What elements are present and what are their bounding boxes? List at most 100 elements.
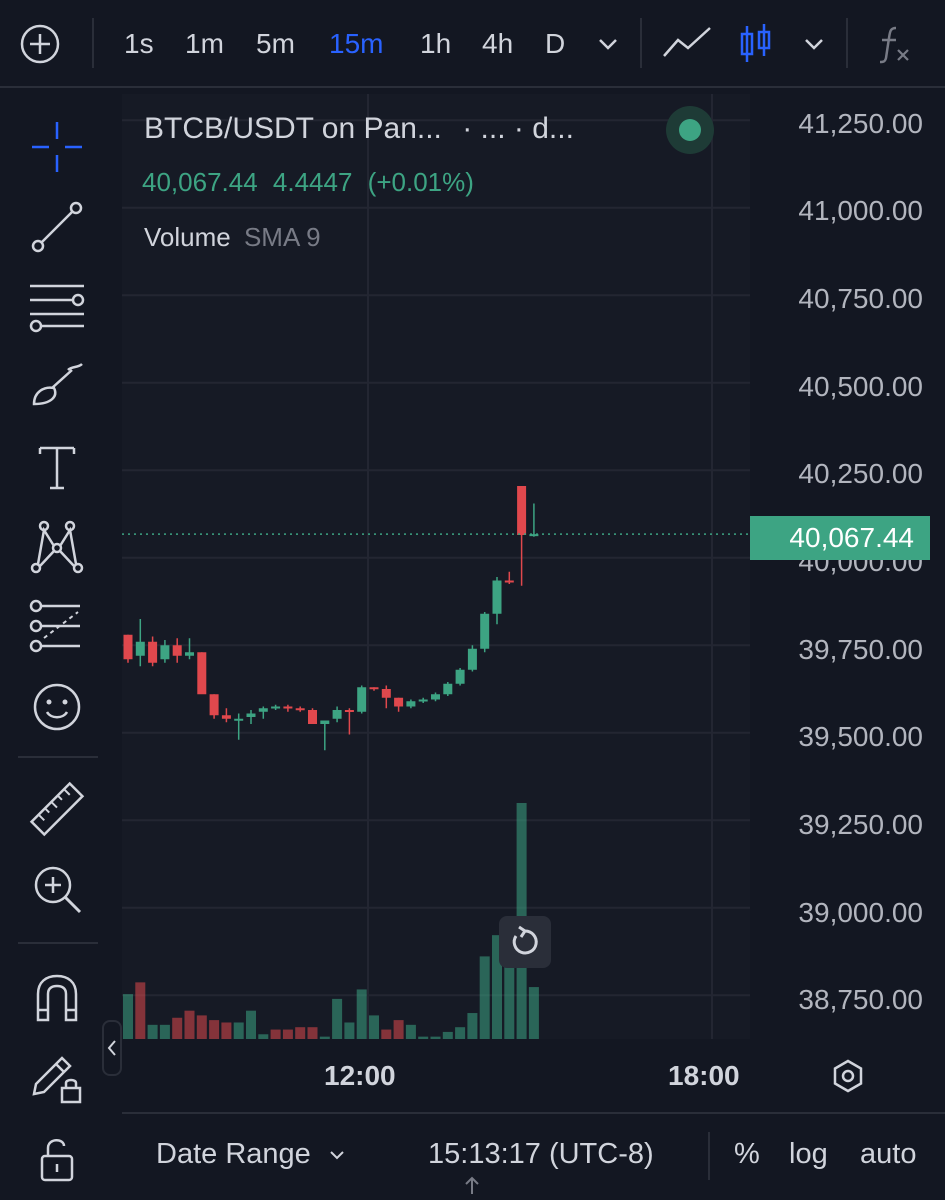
indicators-fx-icon[interactable] [872,22,916,66]
volume-bar [442,1031,453,1039]
candle-body [135,641,145,656]
candle-body [197,652,207,695]
candle-body [209,694,219,716]
candle-body [148,641,158,663]
interval-d[interactable]: D [545,28,566,59]
forecast-tool-icon[interactable] [28,598,86,656]
candle-body [443,683,453,695]
add-symbol-icon[interactable] [18,22,62,66]
magnet-icon[interactable] [28,968,86,1026]
time-tick: 12:00 [324,1060,396,1091]
volume-bar [209,1020,220,1039]
interval-4h[interactable]: 4h [482,28,514,59]
date-range-button[interactable]: Date Range [156,1138,347,1171]
zoom-in-icon[interactable] [28,860,86,918]
price-tick: 40,250.00 [798,458,923,489]
bottom-toolbar: Date Range 15:13:17 (UTC-8) % log auto [122,1112,945,1200]
ohlc-values: 40,067.44 4.4447 (+0.01%) [142,167,482,198]
candle-body [431,694,440,700]
time-tick: 18:00 [668,1060,740,1091]
volume-bar [246,1010,256,1039]
unlock-icon[interactable] [28,1130,86,1188]
fib-retracement-icon[interactable] [28,278,86,336]
timezone-clock[interactable]: 15:13:17 (UTC-8) [428,1138,654,1170]
trend-line-icon[interactable] [28,198,86,256]
toolbar-collapse-handle[interactable] [102,1020,122,1076]
change-value: 4.4447 [272,167,353,197]
price-tick: 40,500.00 [798,371,923,402]
price-tick: 39,500.00 [798,721,923,752]
log-scale-toggle[interactable]: log [789,1138,828,1170]
volume-bar [528,987,539,1039]
interval-1s[interactable]: 1s [124,28,154,59]
interval-15m[interactable]: 15m [329,28,384,59]
interval-1h[interactable]: 1h [420,28,452,59]
text-tool-icon[interactable] [28,438,86,496]
price-axis[interactable]: 41,250.00 41,000.00 40,750.00 40,500.00 … [750,94,945,1039]
volume-bar [504,918,515,1039]
candle-body [369,687,379,690]
reset-icon [512,925,538,955]
lock-drawings-icon[interactable] [28,1048,86,1106]
interval-1m[interactable]: 1m [185,28,224,59]
interval-5m[interactable]: 5m [256,28,295,59]
price-tick: 41,250.00 [798,108,923,139]
arrow-up-icon [465,1176,479,1194]
top-toolbar: 1s 1m 5m 15m 1h 4h D [0,0,945,88]
volume-bar [233,1022,244,1039]
symbol-meta: · ... · d... [462,112,574,145]
last-value: 40,067.44 [142,167,258,197]
volume-title: Volume [144,222,231,252]
volume-legend[interactable]: Volume SMA 9 [144,222,321,253]
volume-bar [196,1015,207,1039]
price-tick: 39,750.00 [798,634,923,665]
price-tick: 41,000.00 [798,195,923,226]
chart-pane[interactable]: BTCB/USDT on Pan... · ... · d... 40,067.… [122,94,750,1039]
price-tick: 40,750.00 [798,283,923,314]
volume-bar [369,1015,379,1039]
volume-bar [123,994,133,1039]
chevron-left-icon [107,1040,116,1056]
auto-scale-toggle[interactable]: auto [860,1138,917,1170]
symbol-legend[interactable]: BTCB/USDT on Pan... · ... · d... [144,112,574,146]
volume-bar [430,1036,441,1039]
candle-body [455,669,465,684]
volume-bar [270,1029,281,1039]
volume-bar [344,1022,355,1039]
toolbar-divider [18,756,98,758]
candle-body [185,652,194,656]
candle-body [271,706,281,709]
brush-icon[interactable] [28,358,86,416]
toolbar-divider [92,18,94,68]
chart-settings-corner [750,1040,945,1110]
drawing-toolbar [0,90,120,1200]
ruler-icon[interactable] [28,780,86,838]
percent-scale-toggle[interactable]: % [734,1138,760,1170]
toolbar-divider [640,18,642,68]
candle-body [234,718,244,721]
candle-body [344,710,354,712]
pattern-tool-icon[interactable] [28,518,86,576]
reset-chart-button[interactable] [499,916,551,968]
volume-bar [492,935,502,1039]
chevron-down-icon[interactable] [586,22,630,66]
volume-bar [418,1036,429,1039]
price-chart [122,94,750,1039]
time-axis[interactable]: 12:00 18:00 [122,1040,750,1110]
candle-body [418,699,428,702]
candle-body [123,634,133,660]
line-chart-icon[interactable] [662,22,714,66]
candle-body [406,701,416,707]
emoji-icon[interactable] [28,678,86,736]
volume-bar [307,1027,318,1039]
crosshair-icon[interactable] [28,118,86,176]
price-tick: 39,000.00 [798,897,923,928]
settings-icon[interactable] [830,1058,866,1094]
price-tick: 38,750.00 [798,984,923,1015]
chevron-down-icon[interactable] [792,22,836,66]
candle-body [504,580,514,583]
candle-body [258,708,268,712]
candles-chart-icon[interactable] [734,22,778,66]
volume-bar [467,1013,478,1039]
volume-bar [479,956,490,1039]
